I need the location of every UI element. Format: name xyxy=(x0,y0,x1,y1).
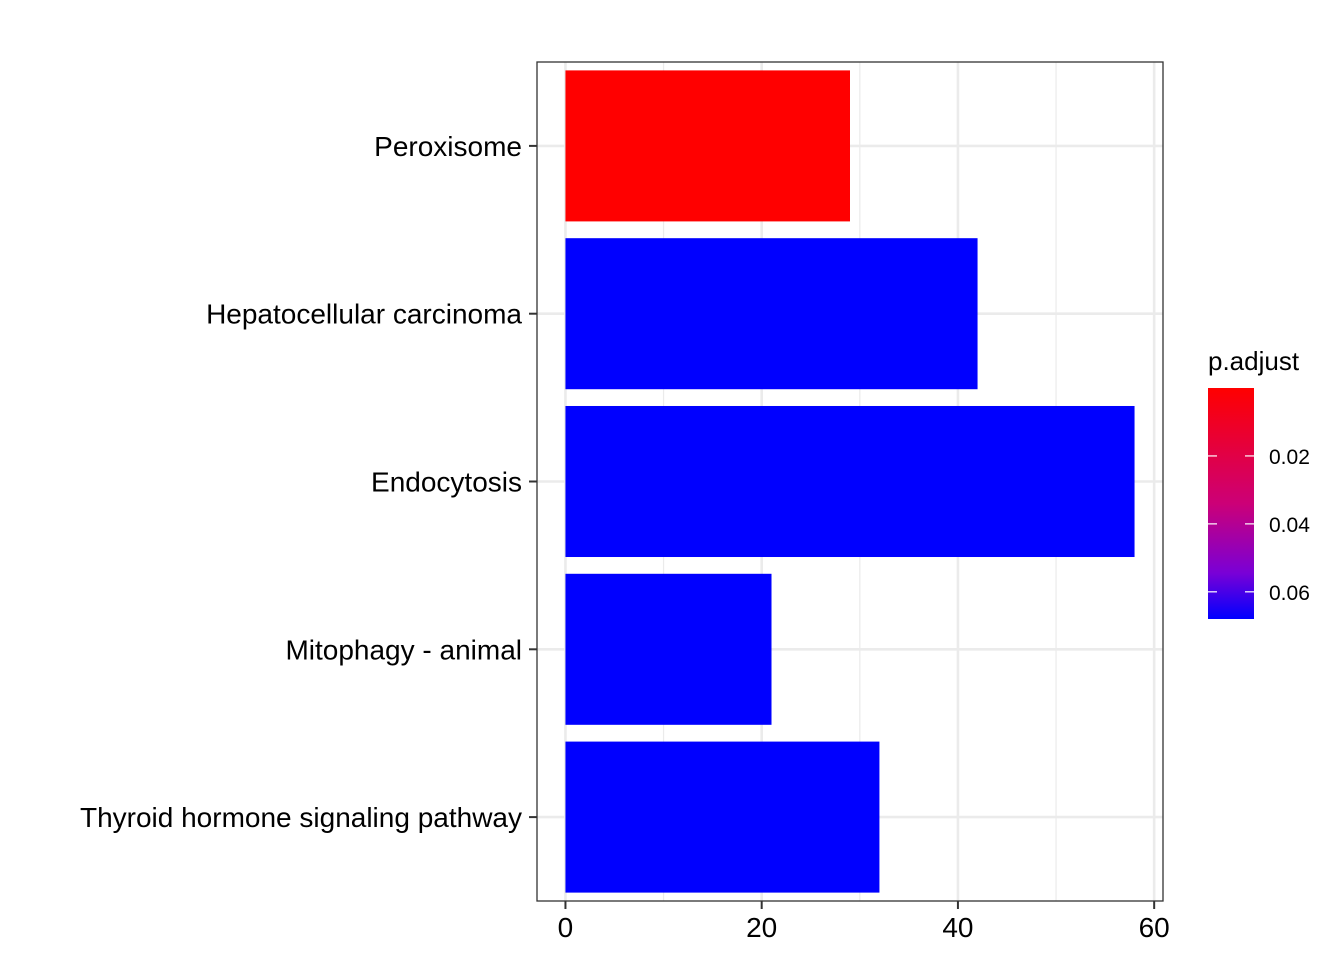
bar xyxy=(565,573,772,725)
x-tick-label: 0 xyxy=(558,912,574,943)
x-tick-label: 60 xyxy=(1139,912,1170,943)
legend-colorbar xyxy=(1208,388,1254,619)
bar xyxy=(565,405,1135,558)
category-label: Hepatocellular carcinoma xyxy=(206,299,522,330)
category-label: Peroxisome xyxy=(374,131,522,162)
legend-tick-label: 0.02 xyxy=(1269,446,1310,469)
category-label: Endocytosis xyxy=(371,467,522,498)
bars xyxy=(565,70,1135,893)
axes: Peroxisome Hepatocellular carcinoma Endocy… xyxy=(80,131,1170,943)
category-label: Thyroid hormone signaling pathway xyxy=(80,802,522,833)
bar xyxy=(565,238,978,390)
x-tick-label: 40 xyxy=(942,912,973,943)
category-label: Mitophagy - animal xyxy=(285,634,522,665)
legend-title: p.adjust xyxy=(1208,346,1300,376)
bar xyxy=(565,741,880,893)
legend-tick-label: 0.06 xyxy=(1269,582,1310,605)
legend: p.adjust 0.02 0.04 0.06 xyxy=(1208,346,1310,619)
legend-tick-label: 0.04 xyxy=(1269,514,1310,537)
bar xyxy=(565,70,850,222)
x-tick-label: 20 xyxy=(746,912,777,943)
